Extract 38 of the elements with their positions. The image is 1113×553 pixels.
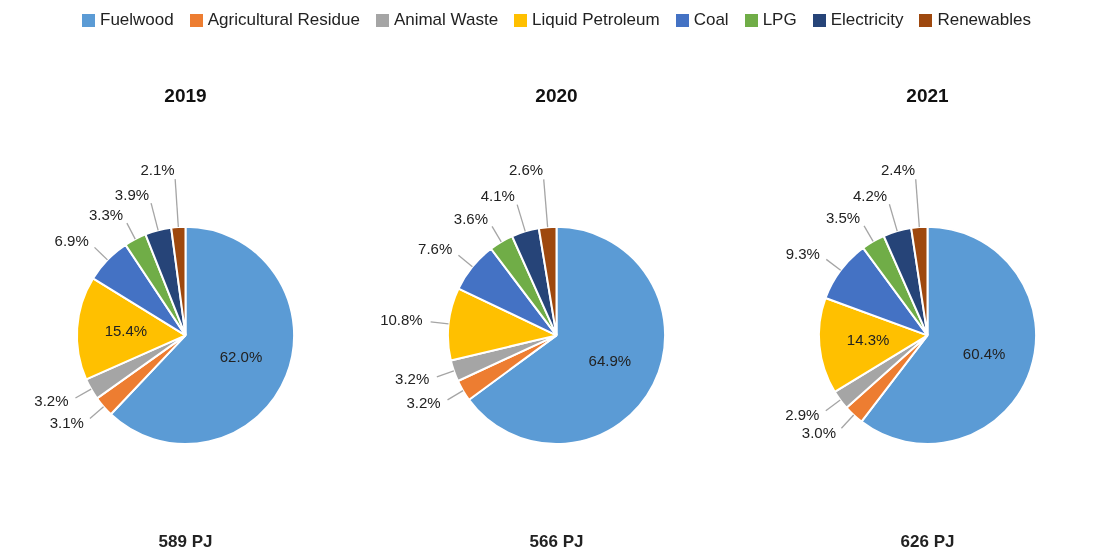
data-label: 3.0% bbox=[801, 424, 836, 442]
text: 589 PJ bbox=[158, 532, 213, 552]
data-label: 3.5% bbox=[825, 209, 861, 227]
data-label: 3.2% bbox=[395, 369, 430, 387]
data-label: 2.6% bbox=[508, 161, 544, 179]
data-label: 3.6% bbox=[453, 209, 488, 227]
legend-label: LPG bbox=[762, 10, 797, 30]
data-label: 15.4% bbox=[104, 321, 148, 339]
data-label: 64.9% bbox=[588, 352, 632, 370]
data-label: 10.8% bbox=[380, 311, 423, 329]
legend-label: Animal Waste bbox=[393, 10, 499, 30]
data-label: 6.9% bbox=[54, 231, 89, 249]
data-label: 4.2% bbox=[852, 186, 888, 204]
data-label: 4.1% bbox=[480, 187, 515, 205]
data-label: 3.1% bbox=[49, 413, 84, 431]
legend-label: Coal bbox=[693, 10, 729, 30]
legend-label: Electricity bbox=[830, 10, 904, 30]
legend-label: Agricultural Residue bbox=[207, 10, 360, 30]
data-label: 2.9% bbox=[785, 405, 820, 423]
text: 2019 bbox=[164, 84, 207, 106]
legend-label: Liquid Petroleum bbox=[532, 10, 660, 30]
data-label: 7.6% bbox=[418, 240, 453, 258]
data-label: 3.9% bbox=[114, 185, 150, 203]
chart-title: 2021 bbox=[906, 84, 950, 106]
legend-label: Renewables bbox=[937, 10, 1031, 30]
data-label: 3.2% bbox=[406, 394, 441, 412]
data-label: 14.3% bbox=[846, 331, 890, 349]
data-label: 3.3% bbox=[89, 206, 124, 224]
chart-title: 2020 bbox=[535, 84, 578, 106]
data-label: 62.0% bbox=[219, 347, 263, 365]
data-label: 9.3% bbox=[785, 244, 820, 262]
text: 626 PJ bbox=[900, 532, 955, 552]
data-label: 60.4% bbox=[962, 344, 1006, 362]
data-label: 3.2% bbox=[34, 392, 69, 410]
legend-label: Fuelwood bbox=[100, 10, 174, 30]
data-label: 2.1% bbox=[140, 161, 175, 179]
data-label: 2.4% bbox=[880, 161, 916, 179]
text: 566 PJ bbox=[529, 532, 584, 552]
